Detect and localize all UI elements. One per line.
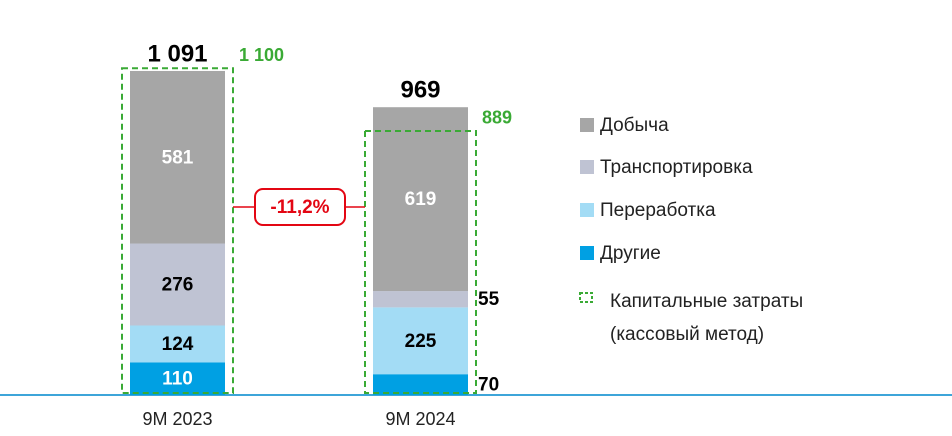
bar-segment (130, 243, 225, 326)
legend-text: Транспортировка (600, 157, 753, 178)
legend-swatch (580, 203, 594, 217)
change-box (254, 188, 346, 226)
total-label: 1 091 (147, 40, 207, 67)
legend-text: Переработка (600, 200, 716, 221)
legend-text: (кассовый метод) (610, 324, 764, 345)
value-label: 581 (162, 147, 194, 168)
bar-segment (373, 374, 468, 395)
legend-text: Добыча (600, 115, 669, 136)
value-label: 225 (405, 331, 437, 352)
legend-swatch (580, 118, 594, 132)
capex-box (121, 67, 234, 395)
total-label: 969 (400, 77, 440, 104)
legend-text: Другие (600, 243, 661, 264)
legend-swatch (580, 160, 594, 174)
bar-segment (373, 291, 468, 308)
bar-segment (130, 70, 225, 244)
value-label: 124 (162, 334, 194, 355)
capex-label: 1 100 (239, 45, 284, 65)
x-tick-label: 9M 2023 (142, 409, 212, 429)
bar-segment (130, 362, 225, 395)
capex-box (364, 129, 477, 394)
value-label: 70 (478, 375, 499, 396)
bar-segment (130, 325, 225, 363)
value-label: 276 (162, 275, 194, 296)
bar-segment (373, 307, 468, 375)
x-tick-label: 9M 2024 (385, 409, 455, 429)
value-label: 619 (405, 189, 437, 210)
capex-label: 889 (482, 108, 512, 128)
legend-capex-icon (579, 292, 593, 303)
bar-segment (373, 107, 468, 292)
value-label: 55 (478, 289, 500, 310)
legend-text: Капитальные затраты (610, 291, 803, 312)
legend-swatch (580, 246, 594, 260)
value-label: 110 (162, 369, 193, 390)
change-label: -11,2% (270, 197, 329, 218)
